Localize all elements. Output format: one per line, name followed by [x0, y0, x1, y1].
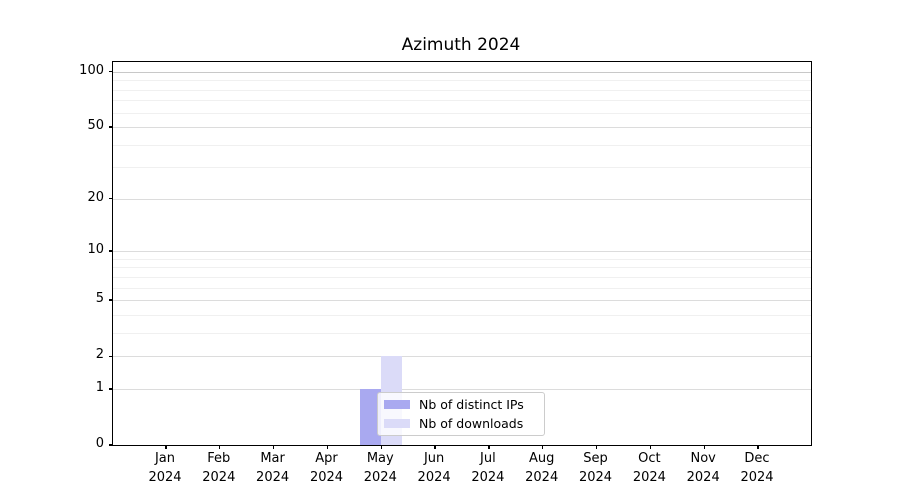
x-tick-mark [434, 445, 436, 449]
gridline-minor [113, 144, 811, 146]
x-tick-mark [757, 445, 759, 449]
x-tick-mark [272, 445, 275, 449]
y-tick-label: 10 [87, 242, 104, 258]
gridline-major [113, 251, 811, 253]
gridline-major [113, 300, 811, 302]
x-tick-mark [326, 445, 329, 449]
gridline-major [113, 198, 811, 200]
gridline-minor [113, 267, 811, 269]
gridline-minor [113, 89, 811, 91]
x-tick-label: Jan 2024 [148, 451, 182, 485]
legend-label-distinct-ips: Nb of distinct IPs [419, 396, 524, 412]
x-tick-label: Jul 2024 [471, 451, 505, 485]
gridline-minor [113, 100, 811, 102]
y-tick-mark [109, 444, 113, 446]
plot-area [109, 61, 812, 449]
x-tick-mark [649, 445, 652, 449]
y-tick-mark [109, 71, 113, 73]
y-tick-label: 50 [87, 118, 104, 133]
x-tick-label: May 2024 [363, 451, 397, 485]
y-tick-label: 1 [95, 379, 104, 395]
x-tick-mark [542, 445, 544, 449]
x-tick-label: Feb 2024 [202, 451, 236, 485]
gridline-minor [113, 276, 811, 278]
x-tick-label: Apr 2024 [309, 451, 344, 485]
chart-title: Azimuth 2024 [401, 35, 521, 55]
y-tick-mark [109, 126, 113, 128]
x-tick-label: Mar 2024 [256, 451, 290, 485]
y-tick-mark [109, 299, 113, 301]
legend-swatch-distinct-ips-icon [384, 399, 410, 409]
x-tick-label: Dec 2024 [740, 451, 774, 485]
x-tick-mark [380, 445, 382, 449]
legend: Nb of distinct IPs Nb of downloads [377, 392, 545, 436]
x-tick-mark [219, 445, 221, 449]
gridline-major [113, 356, 811, 358]
x-tick-mark [488, 445, 490, 449]
x-tick-label: Oct 2024 [632, 451, 666, 485]
gridline-minor [113, 314, 811, 316]
gridline-minor [113, 167, 811, 169]
y-tick-label: 0 [95, 436, 104, 451]
x-tick-mark [595, 445, 598, 449]
gridline-major [113, 127, 811, 128]
x-tick-mark [165, 445, 167, 449]
bar-nb-of-distinct-ips [360, 388, 382, 445]
y-tick-mark [109, 355, 113, 357]
legend-entry-downloads: Nb of downloads [384, 415, 544, 432]
x-tick-label: Aug 2024 [525, 451, 559, 485]
legend-entry-distinct-ips: Nb of distinct IPs [384, 396, 544, 413]
y-tick-label: 2 [95, 347, 104, 363]
x-tick-label: Jun 2024 [417, 451, 451, 485]
y-tick-mark [109, 198, 113, 200]
y-tick-label: 20 [87, 189, 104, 205]
gridline-minor [113, 332, 811, 334]
x-tick-mark [703, 445, 705, 449]
gridline-minor [113, 287, 811, 289]
gridline-minor [113, 112, 811, 114]
x-tick-label: Nov 2024 [686, 451, 720, 485]
legend-swatch-downloads-icon [384, 419, 410, 429]
gridline-minor [113, 80, 811, 82]
y-tick-label: 100 [79, 62, 104, 78]
y-tick-mark [109, 250, 113, 252]
y-tick-mark [109, 388, 113, 390]
y-tick-label: 5 [95, 291, 104, 307]
x-tick-label: Sep 2024 [578, 451, 613, 485]
gridline-minor [113, 258, 811, 260]
legend-label-downloads: Nb of downloads [419, 416, 524, 432]
gridline-major [113, 388, 811, 390]
gridline-major [113, 71, 811, 73]
